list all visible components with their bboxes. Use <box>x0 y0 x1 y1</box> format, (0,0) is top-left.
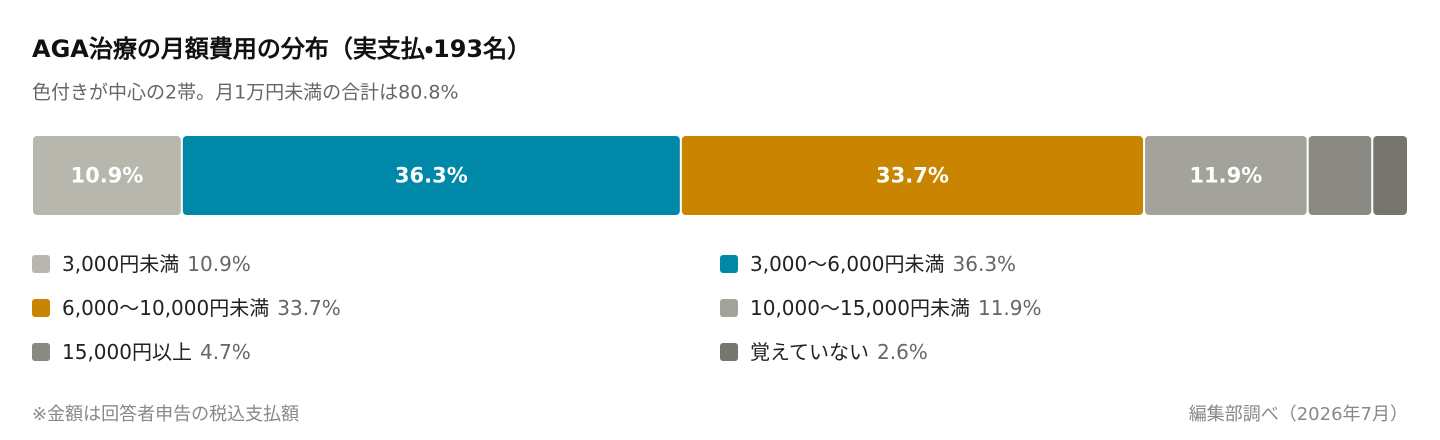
legend-swatch <box>32 255 50 273</box>
legend-swatch <box>720 343 738 361</box>
legend-entry: 15,000円以上 4.7% <box>62 340 251 364</box>
bar-label: 33.7% <box>876 164 949 188</box>
legend-value: 2.6% <box>877 340 928 364</box>
legend-value: 36.3% <box>953 252 1017 276</box>
legend-swatch <box>32 299 50 317</box>
bar-segment <box>1145 136 1307 215</box>
bar-label: 36.3% <box>395 164 468 188</box>
legend-value: 10.9% <box>187 252 251 276</box>
legend-value: 4.7% <box>200 340 251 364</box>
legend-name: 3,000円未満 <box>62 252 179 276</box>
legend-name: 覚えていない <box>750 340 869 364</box>
footnote: ※金額は回答者申告の税込支払額 <box>32 404 299 425</box>
legend-value: 11.9% <box>978 296 1042 320</box>
legend-name: 6,000〜10,000円未満 <box>62 296 269 320</box>
bar-segment <box>182 136 680 215</box>
bar-segment <box>1308 136 1372 215</box>
legend-entry: 3,000〜6,000円未満 36.3% <box>750 252 1016 276</box>
legend-swatch <box>720 299 738 317</box>
bar-segment <box>33 136 181 215</box>
source: 編集部調べ（2026年7月） <box>1189 404 1408 425</box>
legend-name: 3,000〜6,000円未満 <box>750 252 945 276</box>
bar-label: 10.9% <box>70 164 143 188</box>
legend-entry: 覚えていない 2.6% <box>750 340 928 364</box>
bar-label: 11.9% <box>1189 164 1262 188</box>
legend-value: 33.7% <box>277 296 341 320</box>
legend-swatch <box>720 255 738 273</box>
bar-segment <box>681 136 1144 215</box>
legend-name: 10,000〜15,000円未満 <box>750 296 970 320</box>
legend-entry: 6,000〜10,000円未満 33.7% <box>62 296 341 320</box>
chart-subtitle: 色付きが中心の2帯。月1万円未満の合計は80.8% <box>32 82 459 104</box>
chart-title: AGA治療の月額費用の分布（実支払・193名） <box>32 35 531 63</box>
legend-swatch <box>32 343 50 361</box>
legend-name: 15,000円以上 <box>62 340 192 364</box>
legend-entry: 3,000円未満 10.9% <box>62 252 251 276</box>
legend-entry: 10,000〜15,000円未満 11.9% <box>750 296 1042 320</box>
bar-segment <box>1373 136 1407 215</box>
